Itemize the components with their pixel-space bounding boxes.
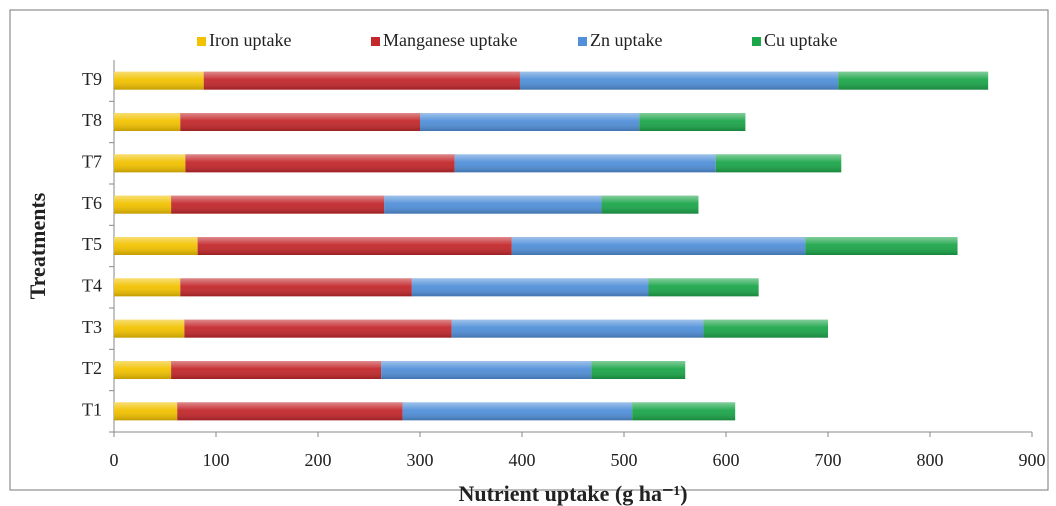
bar-shine bbox=[185, 154, 455, 173]
bar-shine bbox=[703, 319, 828, 338]
y-tick-label: T8 bbox=[82, 110, 102, 130]
legend-label: Iron uptake bbox=[209, 30, 291, 50]
bar-shine bbox=[114, 113, 181, 131]
x-tick-label: 500 bbox=[611, 450, 638, 470]
y-tick-label: T4 bbox=[82, 275, 102, 295]
y-tick-label: T1 bbox=[82, 399, 102, 419]
bar-shine bbox=[114, 71, 204, 90]
x-tick-label: 200 bbox=[305, 450, 332, 470]
bar-shine bbox=[402, 402, 633, 421]
legend-swatch bbox=[578, 37, 587, 46]
bar-shine bbox=[114, 154, 186, 173]
bar-shine bbox=[180, 278, 412, 297]
bar-shine bbox=[601, 195, 699, 214]
bar-shine bbox=[715, 154, 842, 173]
x-tick-label: 100 bbox=[203, 450, 230, 470]
legend-label: Cu uptake bbox=[764, 30, 838, 50]
y-tick-label: T9 bbox=[82, 69, 102, 89]
bar-shine bbox=[114, 319, 185, 338]
bar-shine bbox=[180, 113, 420, 131]
chart-frame bbox=[9, 9, 1049, 491]
y-tick-label: T2 bbox=[82, 358, 102, 378]
bar-shine bbox=[171, 195, 385, 214]
x-tick-label: 700 bbox=[815, 450, 842, 470]
legend-swatch bbox=[371, 37, 380, 46]
y-tick-label: T7 bbox=[82, 151, 102, 171]
bar-shine bbox=[420, 113, 640, 131]
bar-shine bbox=[384, 195, 602, 214]
y-tick-label: T5 bbox=[82, 234, 102, 254]
bar-shine bbox=[805, 237, 958, 255]
legend-swatch bbox=[752, 37, 761, 46]
legend-label: Manganese uptake bbox=[383, 30, 517, 50]
y-tick-label: T6 bbox=[82, 193, 102, 213]
bar-shine bbox=[177, 402, 403, 421]
bar-shine bbox=[197, 237, 512, 255]
bar-shine bbox=[184, 319, 452, 338]
legend-swatch bbox=[197, 37, 206, 46]
x-tick-label: 300 bbox=[407, 450, 434, 470]
y-axis-label: Treatments bbox=[25, 192, 50, 299]
bar-shine bbox=[114, 195, 172, 214]
bar-shine bbox=[114, 278, 181, 297]
x-tick-label: 800 bbox=[917, 450, 944, 470]
bar-shine bbox=[454, 154, 716, 173]
bar-shine bbox=[381, 361, 592, 379]
x-tick-label: 400 bbox=[509, 450, 536, 470]
legend-label: Zn uptake bbox=[590, 30, 662, 50]
bar-shine bbox=[114, 237, 198, 255]
bar-shine bbox=[203, 71, 520, 90]
bar-shine bbox=[511, 237, 806, 255]
bar-shine bbox=[519, 71, 839, 90]
bar-shine bbox=[451, 319, 704, 338]
bar-shine bbox=[838, 71, 989, 90]
x-tick-label: 900 bbox=[1019, 450, 1046, 470]
bar-shine bbox=[648, 278, 759, 297]
x-axis-label: Nutrient uptake (g ha⁻¹) bbox=[458, 481, 687, 506]
y-tick-label: T3 bbox=[82, 317, 102, 337]
bar-shine bbox=[591, 361, 686, 379]
bar-shine bbox=[114, 361, 172, 379]
x-tick-label: 0 bbox=[110, 450, 119, 470]
bar-shine bbox=[171, 361, 382, 379]
bar-shine bbox=[639, 113, 746, 131]
bar-shine bbox=[411, 278, 649, 297]
x-tick-label: 600 bbox=[713, 450, 740, 470]
bar-shine bbox=[632, 402, 736, 421]
bar-shine bbox=[114, 402, 178, 421]
